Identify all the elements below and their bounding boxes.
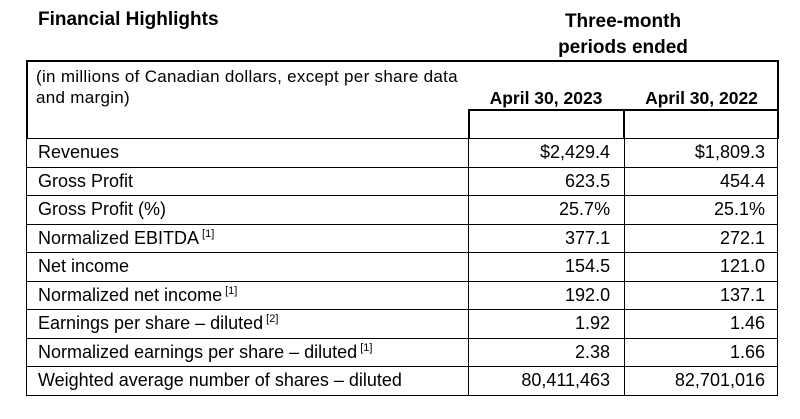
row-label: Gross Profit (%) [38, 199, 167, 220]
row-label: Normalized earnings per share – diluted [38, 341, 358, 362]
row-label: Normalized EBITDA [38, 227, 200, 248]
value-2023: 80,411,463 [468, 366, 626, 396]
header-right-rule [777, 60, 779, 139]
footnote-marker: [1] [202, 227, 215, 240]
header-left-rule [26, 60, 28, 139]
row-label: Revenues [38, 142, 120, 163]
row-label-cell: Normalized EBITDA [1] [25, 223, 470, 253]
value-2022: 272.1 [624, 223, 778, 253]
table-row: Normalized net income [1] 192.0 137.1 [25, 280, 778, 310]
table-row: Gross Profit (%) 25.7% 25.1% [25, 195, 778, 225]
value-2023: $2,429.4 [468, 138, 626, 168]
value-2022: 82,701,016 [624, 366, 778, 396]
row-label-cell: Gross Profit (%) [25, 195, 470, 225]
row-label: Earnings per share – diluted [38, 313, 264, 334]
footnote-marker: [1] [225, 284, 238, 297]
footnote-marker: [1] [360, 341, 373, 354]
footnote-marker: [2] [266, 313, 279, 326]
table-row: Weighted average number of shares – dilu… [25, 366, 778, 396]
table-row: Normalized EBITDA [1] 377.1 272.1 [25, 223, 778, 253]
row-label-cell: Normalized earnings per share – diluted[… [25, 337, 470, 367]
column-header-2022: April 30, 2022 [645, 88, 758, 108]
value-2023: 25.7% [468, 195, 626, 225]
value-2023: 154.5 [468, 252, 626, 282]
value-2023: 1.92 [468, 309, 626, 339]
table-row: Normalized earnings per share – diluted[… [25, 337, 778, 367]
header-top-rule [26, 60, 778, 62]
value-2023: 2.38 [468, 337, 626, 367]
units-note: (in millions of Canadian dollars, except… [36, 67, 458, 107]
data-grid: Revenues $2,429.4 $1,809.3 Gross Profit 623.… [25, 138, 778, 396]
value-2022: 1.66 [624, 337, 778, 367]
value-2022: 121.0 [624, 252, 778, 282]
value-2023: 377.1 [468, 223, 626, 253]
value-2022: 25.1% [624, 195, 778, 225]
row-label-cell: Weighted average number of shares – dilu… [25, 366, 470, 396]
row-label-cell: Gross Profit [25, 166, 470, 196]
row-label-cell: Revenues [25, 138, 470, 168]
row-label: Net income [38, 256, 130, 277]
table-row: Revenues $2,429.4 $1,809.3 [25, 138, 778, 168]
table-row: Net income 154.5 121.0 [25, 252, 778, 282]
value-2022: 137.1 [624, 280, 778, 310]
column-header-2023: April 30, 2023 [489, 88, 603, 108]
value-2023: 192.0 [468, 280, 626, 310]
value-2022: 1.46 [624, 309, 778, 339]
table-row: Gross Profit 623.5 454.4 [25, 166, 778, 196]
column-divider-1 [468, 109, 470, 139]
value-2022: 454.4 [624, 166, 778, 196]
row-label: Weighted average number of shares – dilu… [38, 370, 402, 391]
row-label: Normalized net income [38, 284, 223, 305]
period-heading: Three-month periods ended [558, 11, 688, 58]
table-row: Earnings per share – diluted [2] 1.92 1.46 [25, 309, 778, 339]
row-label-cell: Normalized net income [1] [25, 280, 470, 310]
row-label-cell: Earnings per share – diluted [2] [25, 309, 470, 339]
row-label: Gross Profit [38, 170, 134, 191]
table-title: Financial Highlights [38, 9, 219, 30]
value-2022: $1,809.3 [624, 138, 778, 168]
row-label-cell: Net income [25, 252, 470, 282]
column-divider-2 [623, 109, 625, 139]
value-2023: 623.5 [468, 166, 626, 196]
